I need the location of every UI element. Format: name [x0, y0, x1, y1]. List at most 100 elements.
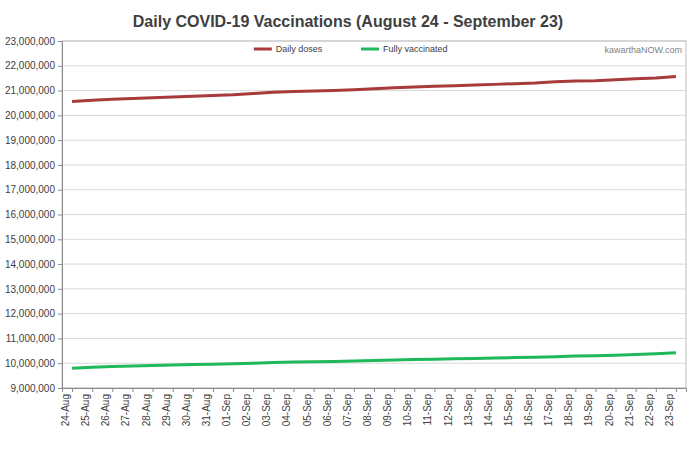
x-tick-label: 06-Sep: [322, 394, 333, 427]
x-tick-mark: [575, 388, 576, 392]
x-tick-label: 10-Sep: [402, 394, 413, 427]
x-tick-mark: [636, 388, 637, 392]
x-tick-mark: [173, 388, 174, 392]
x-tick-label: 08-Sep: [362, 394, 373, 427]
legend-swatch: [361, 48, 379, 51]
y-tick: 17,000,000: [5, 184, 62, 195]
grid-line: [62, 115, 686, 116]
chart: 9,000,00010,000,00011,000,00012,000,0001…: [0, 0, 696, 464]
x-tick: 22-Sep: [644, 388, 657, 426]
x-tick: 05-Sep: [302, 388, 315, 426]
grid-line: [62, 189, 686, 190]
y-tick-label: 15,000,000: [5, 234, 55, 245]
y-tick-mark: [58, 264, 62, 265]
x-tick-mark: [374, 388, 375, 392]
x-tick-mark: [394, 388, 395, 392]
x-tick-label: 22-Sep: [644, 394, 655, 427]
x-tick-label: 02-Sep: [241, 394, 252, 427]
y-tick-label: 18,000,000: [5, 160, 55, 171]
x-tick-label: 15-Sep: [503, 394, 514, 427]
grid-line: [62, 65, 686, 66]
title: Daily COVID-19 Vaccinations (August 24 -…: [133, 13, 563, 30]
x-tick-mark: [233, 388, 234, 392]
y-tick-label: 20,000,000: [5, 110, 55, 121]
legend-swatch: [254, 48, 272, 51]
y-tick: 22,000,000: [5, 60, 62, 71]
y-tick-mark: [58, 363, 62, 364]
y-tick: 10,000,000: [5, 358, 62, 369]
y-tick: 19,000,000: [5, 135, 62, 146]
x-tick: 30-Aug: [181, 388, 194, 426]
x-tick-label: 12-Sep: [443, 394, 454, 427]
x-tick-label: 18-Sep: [563, 394, 574, 427]
x-tick-label: 30-Aug: [181, 394, 192, 426]
x-axis-line: [63, 389, 687, 393]
y-tick-mark: [58, 41, 62, 42]
x-tick-mark: [535, 388, 536, 392]
x-tick: 11-Sep: [422, 388, 435, 426]
legend: Daily dosesFully vaccinated: [254, 44, 448, 54]
x-tick: 23-Sep: [664, 388, 677, 426]
x-tick-mark: [656, 388, 657, 392]
x-tick-mark: [193, 388, 194, 392]
x-tick-label: 14-Sep: [483, 394, 494, 427]
y-tick-label: 14,000,000: [5, 259, 55, 270]
x-tick-label: 03-Sep: [261, 394, 272, 427]
y-tick-mark: [58, 289, 62, 290]
x-tick-mark: [112, 388, 113, 392]
x-tick-mark: [616, 388, 617, 392]
x-tick: 04-Sep: [281, 388, 294, 426]
x-tick-mark: [253, 388, 254, 392]
x-tick: 10-Sep: [402, 388, 415, 426]
grid-line: [62, 140, 686, 141]
y-tick: 20,000,000: [5, 110, 62, 121]
x-tick: 19-Sep: [583, 388, 596, 426]
x-tick: 28-Aug: [141, 388, 154, 426]
y-tick-mark: [58, 165, 62, 166]
y-tick-label: 19,000,000: [5, 135, 55, 146]
grid-line: [62, 313, 686, 314]
x-tick-label: 09-Sep: [382, 394, 393, 427]
x-tick: 07-Sep: [342, 388, 355, 426]
y-tick: 11,000,000: [6, 333, 62, 344]
y-tick: 14,000,000: [5, 259, 62, 270]
y-tick: 21,000,000: [5, 85, 62, 96]
y-tick-mark: [58, 91, 62, 92]
y-axis-line: [58, 42, 63, 389]
x-tick-mark: [595, 388, 596, 392]
x-tick-label: 31-Aug: [201, 394, 212, 426]
grid-line: [62, 164, 686, 165]
x-tick: 12-Sep: [443, 388, 456, 426]
y-tick: 18,000,000: [5, 160, 62, 171]
plot-frame: [62, 41, 686, 388]
y-axis: 9,000,00010,000,00011,000,00012,000,0001…: [5, 36, 63, 394]
x-tick: 08-Sep: [362, 388, 375, 426]
y-tick-mark: [58, 388, 62, 389]
y-tick-label: 12,000,000: [5, 308, 55, 319]
legend-label: Fully vaccinated: [383, 44, 448, 54]
y-tick: 16,000,000: [5, 209, 62, 220]
x-tick: 13-Sep: [463, 388, 476, 426]
x-tick: 25-Aug: [80, 388, 93, 426]
x-tick-label: 11-Sep: [422, 394, 433, 426]
y-tick-mark: [58, 66, 62, 67]
y-tick: 15,000,000: [5, 234, 62, 245]
x-tick: 16-Sep: [523, 388, 536, 426]
background: [0, 0, 696, 464]
x-tick-mark: [414, 388, 415, 392]
x-tick-label: 17-Sep: [543, 394, 554, 427]
x-tick-label: 25-Aug: [80, 394, 91, 426]
x-tick: 09-Sep: [382, 388, 395, 426]
x-tick: 01-Sep: [221, 388, 234, 426]
x-tick-mark: [132, 388, 133, 392]
x-axis: 24-Aug25-Aug26-Aug27-Aug28-Aug29-Aug30-A…: [60, 388, 686, 426]
grid: [62, 41, 686, 388]
y-tick-label: 23,000,000: [5, 36, 55, 47]
series-line: [72, 353, 676, 368]
x-tick-label: 24-Aug: [60, 394, 71, 426]
x-tick-mark: [354, 388, 355, 392]
x-tick-mark: [676, 388, 677, 392]
y-tick-mark: [58, 115, 62, 116]
x-tick-mark: [434, 388, 435, 392]
x-tick: 02-Sep: [241, 388, 254, 426]
